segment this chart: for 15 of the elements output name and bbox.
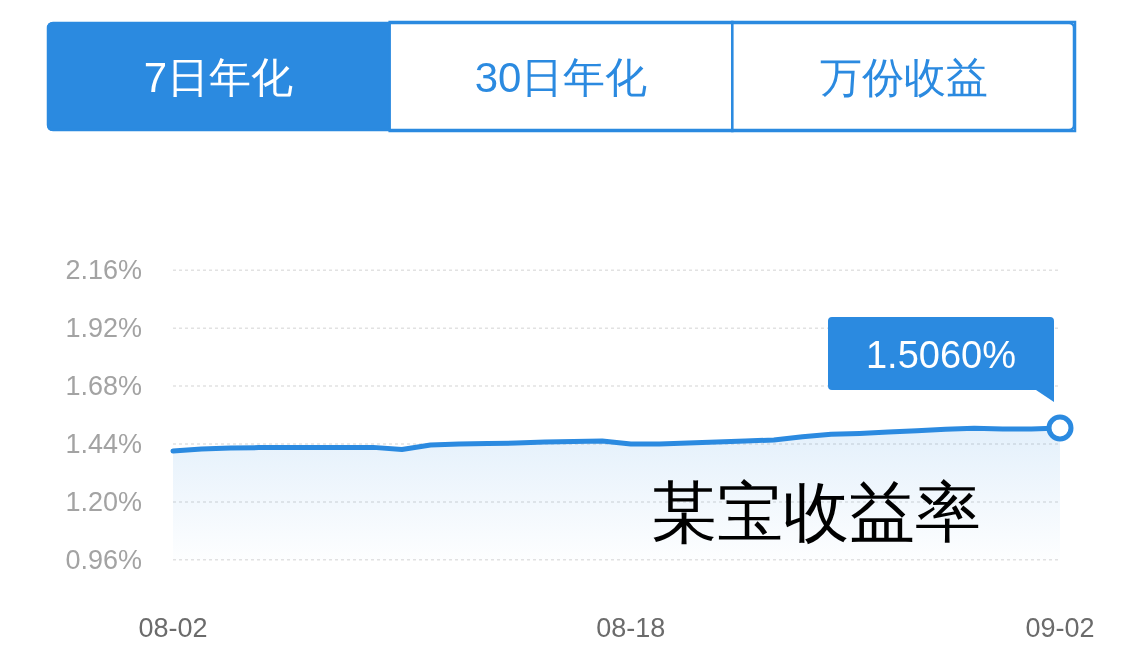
tab: 7日年化 xyxy=(47,22,390,131)
tab: 万份收益 xyxy=(731,20,1077,133)
x-tick-label: 09-02 xyxy=(1025,613,1095,643)
y-tick-label: 0.96% xyxy=(65,544,142,575)
y-tick-label: 1.68% xyxy=(65,371,142,402)
y-tick-label: 2.16% xyxy=(65,255,142,286)
annotation: 某宝收益率 xyxy=(651,475,981,549)
tab: 30日年化 xyxy=(388,20,734,133)
x-tick-label: 08-02 xyxy=(138,613,208,643)
y-tick-label: 1.92% xyxy=(65,313,142,344)
y-tick-label: 1.44% xyxy=(65,429,142,459)
annotation: 1.5060% xyxy=(865,333,1017,376)
x-tick-label: 08-18 xyxy=(596,613,666,643)
callout: 1.5060% xyxy=(828,317,1074,442)
y-tick-label: 1.20% xyxy=(65,486,142,517)
